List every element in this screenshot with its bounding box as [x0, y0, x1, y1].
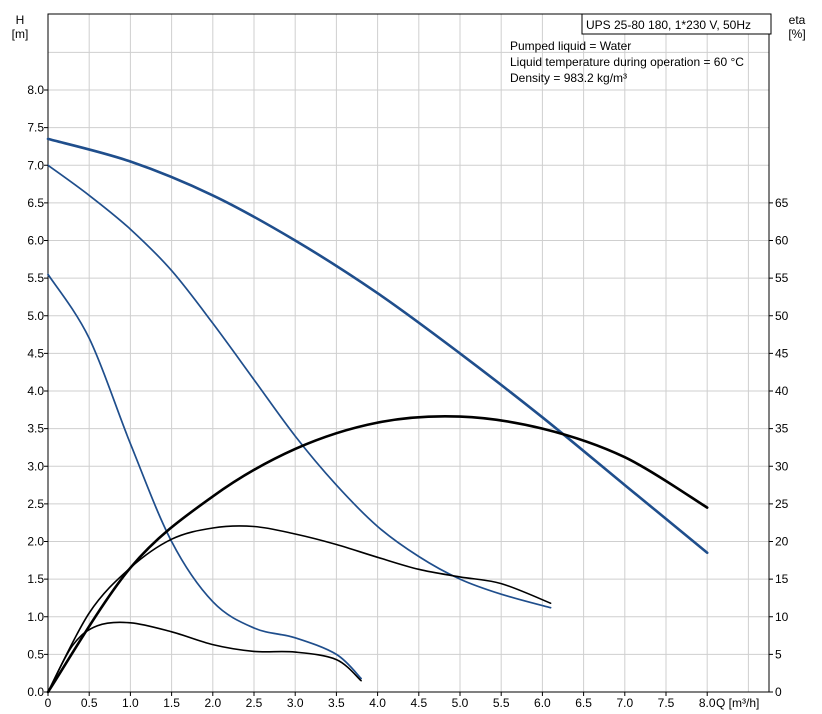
y-right-tick-label: 5	[775, 647, 782, 661]
x-tick-label: 2.5	[246, 696, 263, 710]
x-tick-label: 3.5	[328, 696, 345, 710]
x-tick-label: 1.0	[122, 696, 139, 710]
x-tick-label: 3.0	[287, 696, 304, 710]
y-left-tick-label: 4.5	[27, 346, 44, 360]
y-right-label-line2: [%]	[788, 27, 805, 41]
info-density: Density = 983.2 kg/m³	[510, 71, 627, 85]
curves	[46, 137, 709, 694]
x-tick-label: 4.0	[369, 696, 386, 710]
y-right-tick-label: 50	[775, 309, 789, 323]
info-liquid-temperature: Liquid temperature during operation = 60…	[510, 55, 744, 69]
x-tick-label: 0.5	[81, 696, 98, 710]
y-left-label-line1: H	[16, 13, 25, 27]
x-tick-label: 5.0	[452, 696, 469, 710]
x-axis-label: Q [m³/h]	[716, 696, 759, 710]
x-tick-label: 7.0	[616, 696, 633, 710]
x-tick-label: 6.0	[534, 696, 551, 710]
efficiency-curve-6	[47, 621, 362, 693]
y-left-label-line2: [m]	[12, 27, 29, 41]
y-left-tick-label: 2.5	[27, 497, 44, 511]
y-left-tick-label: 1.0	[27, 610, 44, 624]
y-right-tick-label: 55	[775, 271, 789, 285]
x-tick-label: 0	[45, 696, 52, 710]
x-axis-ticks: 0 0.5 1.0 1.5 2.0 2.5 3.0 3.5 4.0 4.5 5.0 5.5 6.0 6.5…	[45, 692, 716, 710]
y-right-tick-label: 0	[775, 685, 782, 699]
y-right-tick-label: 15	[775, 572, 789, 586]
y-right-tick-label: 65	[775, 196, 789, 210]
x-tick-label: 2.0	[204, 696, 221, 710]
y-left-tick-label: 0.5	[27, 647, 44, 661]
x-tick-label: 8.0	[699, 696, 716, 710]
y-left-tick-label: 5.5	[27, 271, 44, 285]
y-left-tick-label: 1.5	[27, 572, 44, 586]
y-right-tick-label: 60	[775, 234, 789, 248]
x-tick-label: 1.5	[163, 696, 180, 710]
chart-title: UPS 25-80 180, 1*230 V, 50Hz	[586, 18, 751, 32]
y-left-tick-label: 3.5	[27, 422, 44, 436]
y-right-tick-label: 35	[775, 422, 789, 436]
y-right-tick-label: 10	[775, 610, 789, 624]
y-left-tick-label: 0.0	[27, 685, 44, 699]
y-left-axis-ticks: 0.0 0.5 1.0 1.5 2.0 2.5 3.0 3.5 4.0 4.5 5.0 5.5 6.0 6…	[27, 83, 48, 699]
y-left-tick-label: 6.5	[27, 196, 44, 210]
y-right-tick-label: 20	[775, 535, 789, 549]
y-left-tick-label: 4.0	[27, 384, 44, 398]
head-curve-1	[46, 137, 709, 555]
y-right-tick-label: 40	[775, 384, 789, 398]
x-tick-label: 6.5	[575, 696, 592, 710]
y-left-tick-label: 7.0	[27, 158, 44, 172]
y-left-tick-label: 8.0	[27, 83, 44, 97]
y-right-label-line1: eta	[789, 13, 806, 27]
x-tick-label: 7.5	[658, 696, 675, 710]
y-left-tick-label: 7.5	[27, 121, 44, 135]
x-tick-label: 5.5	[493, 696, 510, 710]
y-left-tick-label: 6.0	[27, 234, 44, 248]
x-tick-label: 4.5	[410, 696, 427, 710]
y-right-axis-ticks: 0 5 10 15 20 25 30 35 40 45 50 55 60 65	[769, 196, 789, 699]
y-left-tick-label: 5.0	[27, 309, 44, 323]
y-right-tick-label: 30	[775, 459, 789, 473]
efficiency-curve-5	[47, 525, 552, 693]
head-curve-2	[47, 164, 552, 609]
info-pumped-liquid: Pumped liquid = Water	[510, 39, 631, 53]
y-right-tick-label: 45	[775, 346, 789, 360]
efficiency-curve-4	[46, 415, 709, 694]
y-left-tick-label: 2.0	[27, 535, 44, 549]
head-curve-3	[47, 273, 362, 680]
title-box	[581, 13, 772, 35]
y-right-tick-label: 25	[775, 497, 789, 511]
grid	[48, 14, 769, 692]
y-left-tick-label: 3.0	[27, 459, 44, 473]
